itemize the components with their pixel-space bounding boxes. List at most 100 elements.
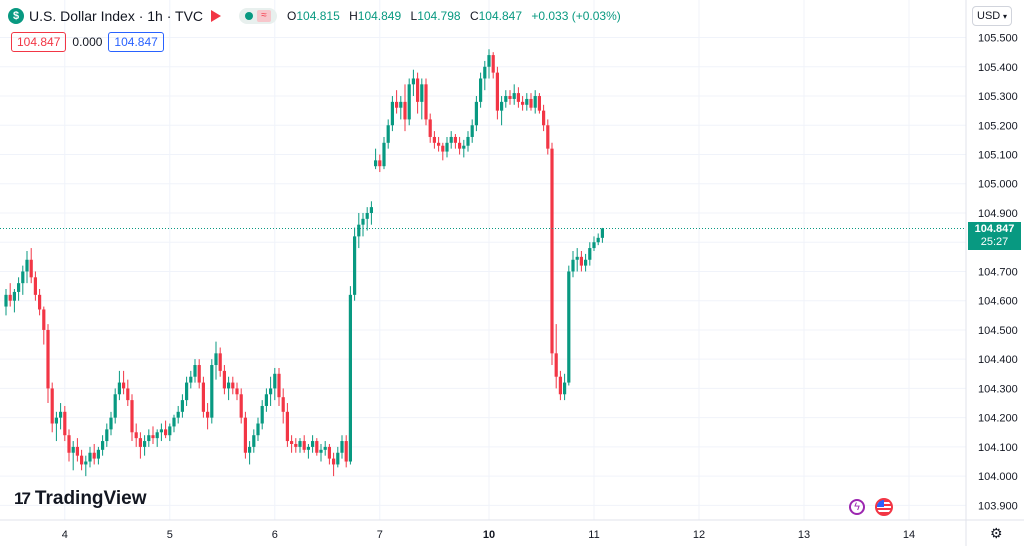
candle-body bbox=[180, 400, 184, 412]
candle bbox=[420, 78, 424, 120]
candle-body bbox=[327, 446, 331, 459]
candle-body bbox=[382, 142, 386, 167]
candle bbox=[80, 449, 84, 471]
candle bbox=[353, 227, 357, 301]
candle-body bbox=[533, 96, 537, 108]
candle bbox=[134, 423, 138, 447]
candle bbox=[332, 452, 336, 477]
last-price-label: 104.847 25:27 bbox=[968, 222, 1021, 250]
y-axis: 103.900 104.000 104.100 104.200 104.300 104.4… bbox=[978, 33, 1018, 513]
candle bbox=[390, 96, 394, 132]
currency-label: USD bbox=[977, 10, 1001, 22]
candle-body bbox=[109, 417, 113, 430]
candle-body bbox=[294, 443, 298, 447]
candle bbox=[504, 90, 508, 108]
candle-body bbox=[54, 417, 58, 424]
candle bbox=[411, 69, 415, 97]
candle-body bbox=[256, 423, 260, 436]
candle-body bbox=[516, 93, 520, 102]
candle-body bbox=[193, 365, 197, 377]
candle-body bbox=[563, 382, 567, 395]
candle-body bbox=[42, 309, 46, 330]
candle-body bbox=[210, 365, 214, 418]
candle-body bbox=[235, 388, 239, 395]
candle-body bbox=[567, 271, 571, 383]
candle bbox=[269, 376, 273, 406]
candle-body bbox=[420, 84, 424, 102]
candle-body bbox=[17, 283, 21, 292]
candle-body bbox=[269, 388, 273, 395]
candle-body bbox=[71, 446, 75, 453]
tradingview-logo[interactable]: 17 TradingView bbox=[14, 488, 147, 510]
candles bbox=[4, 49, 604, 477]
flag-icon[interactable] bbox=[211, 10, 222, 22]
y-tick-label: 104.600 bbox=[978, 296, 1018, 308]
candle bbox=[75, 438, 79, 462]
candle bbox=[193, 359, 197, 383]
candle bbox=[508, 90, 512, 105]
symbol-title[interactable]: U.S. Dollar Index · 1h · TVC bbox=[29, 8, 204, 24]
candle bbox=[306, 443, 310, 459]
candle bbox=[529, 93, 533, 111]
candle-body bbox=[117, 382, 121, 395]
candle bbox=[437, 136, 441, 152]
candle-body bbox=[285, 411, 289, 442]
candle-body bbox=[25, 259, 29, 272]
candle-body bbox=[579, 256, 583, 266]
candle bbox=[185, 376, 189, 406]
candle-body bbox=[466, 136, 470, 146]
candle bbox=[46, 324, 50, 404]
bolt-icon[interactable]: ϟ bbox=[849, 499, 865, 515]
candle bbox=[441, 142, 445, 161]
candle bbox=[264, 388, 268, 412]
candle-body bbox=[504, 96, 508, 102]
candle bbox=[470, 119, 474, 143]
candle bbox=[458, 136, 462, 155]
candle bbox=[42, 306, 46, 345]
candle bbox=[369, 201, 373, 225]
gear-icon[interactable]: ⚙ bbox=[990, 525, 1003, 541]
candle bbox=[126, 379, 130, 406]
candle-body bbox=[29, 259, 33, 278]
candle bbox=[256, 417, 260, 442]
candle bbox=[344, 435, 348, 468]
candle-body bbox=[88, 452, 92, 462]
us-flag-icon[interactable] bbox=[875, 498, 893, 516]
candle bbox=[563, 373, 567, 401]
candle bbox=[483, 60, 487, 91]
candle-body bbox=[138, 438, 142, 447]
value-mid: 0.000 bbox=[72, 35, 103, 49]
candle-body bbox=[592, 242, 596, 249]
candle bbox=[584, 253, 588, 272]
indicator-pill[interactable]: ≈ bbox=[239, 8, 278, 24]
currency-selector[interactable]: USD ▾ bbox=[972, 6, 1012, 26]
candle bbox=[386, 119, 390, 149]
candle-body bbox=[449, 136, 453, 143]
candle bbox=[176, 405, 180, 424]
candle bbox=[336, 446, 340, 468]
candle-body bbox=[395, 101, 399, 108]
candle bbox=[495, 66, 499, 120]
close-value: 104.847 bbox=[478, 9, 522, 23]
candle-body bbox=[445, 142, 449, 152]
candle bbox=[117, 370, 121, 401]
candle bbox=[462, 139, 466, 158]
candle bbox=[273, 367, 277, 401]
dot-icon bbox=[245, 12, 254, 20]
dollar-icon: $ bbox=[8, 8, 24, 24]
candle-body bbox=[164, 429, 168, 436]
candle-body bbox=[281, 397, 285, 412]
candle bbox=[453, 134, 457, 149]
candle-body bbox=[453, 136, 457, 143]
candle-body bbox=[361, 218, 365, 225]
candle bbox=[416, 72, 420, 114]
candle bbox=[8, 283, 12, 307]
candle-body bbox=[214, 353, 218, 366]
candle bbox=[378, 154, 382, 173]
candle-body bbox=[470, 125, 474, 137]
y-tick-label: 104.900 bbox=[978, 208, 1018, 220]
candle-body bbox=[176, 411, 180, 418]
wave-icon: ≈ bbox=[257, 10, 272, 22]
